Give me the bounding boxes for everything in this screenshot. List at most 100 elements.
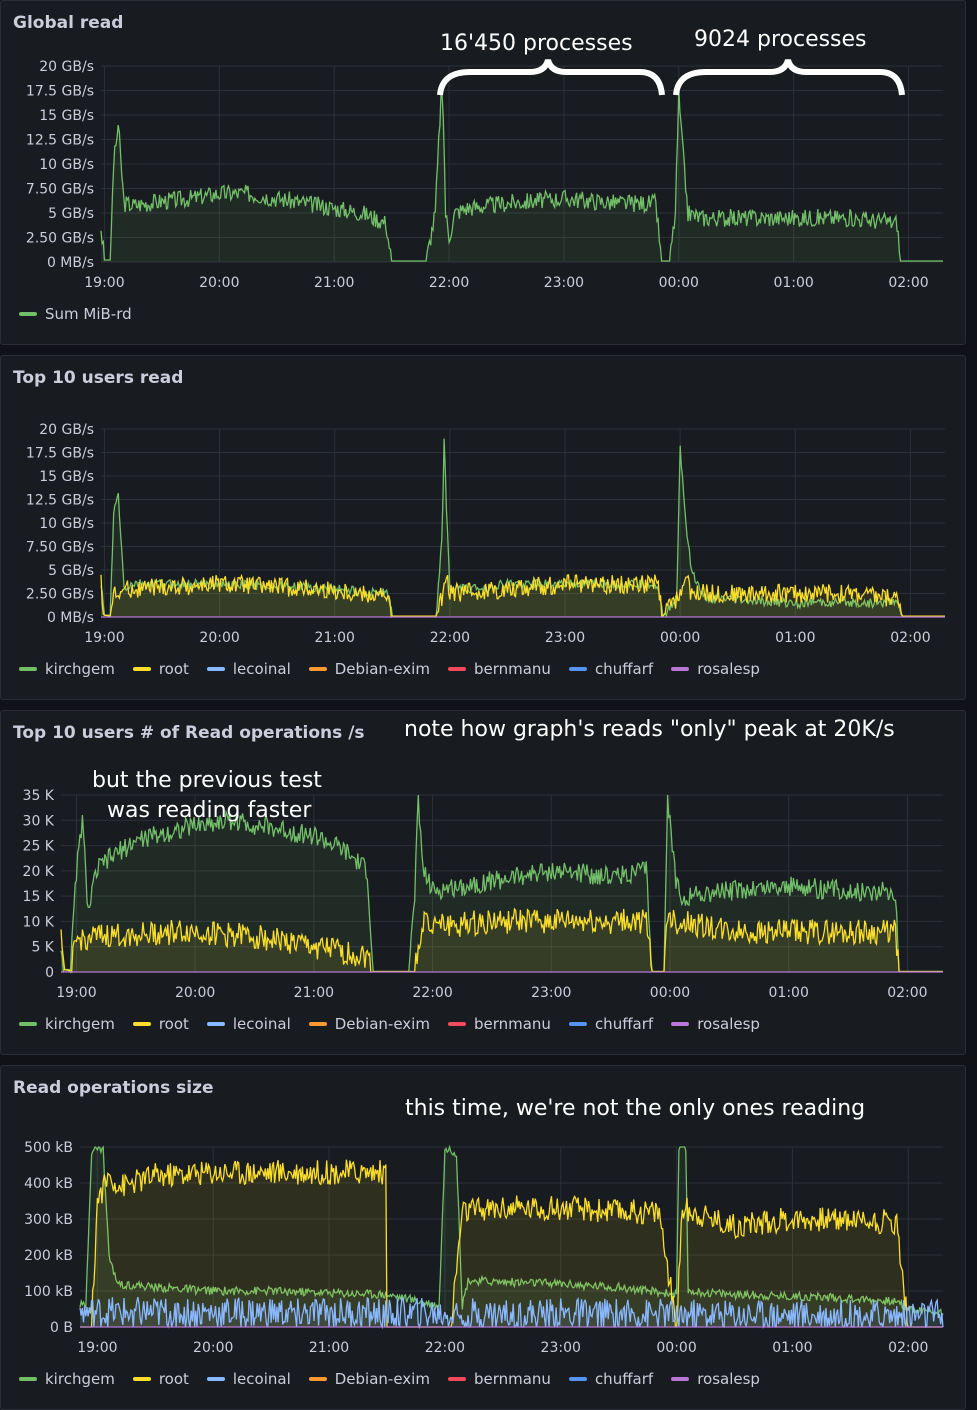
x-tick-label: 02:00 [890,630,930,646]
x-tick-label: 19:00 [84,275,124,291]
annotation-previous-line2: was reading faster [107,798,312,823]
legend-label: rosalesp [697,1015,760,1033]
legend-item-kirchgem[interactable]: kirchgem [19,1015,115,1033]
legend-swatch [19,667,37,671]
legend-label: bernmanu [473,1370,551,1388]
legend-item-Debian-exim[interactable]: Debian-exim [308,660,430,678]
x-tick-label: 20:00 [175,985,215,1001]
legend-label: root [158,1015,189,1033]
legend-label: lecoinal [232,1370,291,1388]
y-tick-label: 0 MB/s [47,255,94,271]
legend-item-bernmanu[interactable]: bernmanu [447,1015,551,1033]
y-tick-label: 2.50 GB/s [26,587,94,603]
panel-title: Top 10 users # of Read operations /s [13,723,365,743]
legend-item-Debian-exim[interactable]: Debian-exim [308,1370,430,1388]
legend-swatch [132,667,151,671]
legend-item-lecoinal[interactable]: lecoinal [206,1370,291,1388]
annotation-16450-processes: 16'450 processes [440,31,633,56]
legend-item-rosalesp[interactable]: rosalesp [671,1370,760,1388]
legend-swatch [206,667,225,671]
x-tick-label: 22:00 [425,1340,465,1356]
x-tick-label: 21:00 [314,275,354,291]
annotation-9024-processes: 9024 processes [694,27,867,52]
series-area-root [80,1159,943,1327]
legend-label: chuffarf [594,1015,654,1033]
panel-title: Global read [13,13,124,33]
legend-item-lecoinal[interactable]: lecoinal [206,1015,291,1033]
legend-item-kirchgem[interactable]: kirchgem [19,660,115,678]
legend-label: rosalesp [697,660,760,678]
legend-item-Debian-exim[interactable]: Debian-exim [308,1015,430,1033]
legend-label: Debian-exim [334,1370,430,1388]
y-tick-label: 0 [45,965,54,981]
y-tick-label: 17.5 GB/s [26,84,94,100]
panel-title: Read operations size [13,1078,214,1098]
series-area-root [61,908,943,972]
legend-item-rosalesp[interactable]: rosalesp [671,660,760,678]
legend-item-bernmanu[interactable]: bernmanu [447,1370,551,1388]
legend-label: kirchgem [45,1370,115,1388]
legend-swatch [568,1377,587,1381]
y-tick-label: 5 K [31,940,54,956]
legend-label: chuffarf [594,660,654,678]
y-tick-label: 5 GB/s [48,206,94,222]
x-tick-label: 00:00 [659,275,699,291]
y-tick-label: 0 B [50,1320,73,1336]
y-tick-label: 100 kB [24,1284,73,1300]
y-tick-label: 20 GB/s [39,59,94,75]
panel-title: Top 10 users read [13,368,184,388]
x-tick-label: 01:00 [769,985,809,1001]
legend-swatch [671,667,690,671]
legend-swatch [19,1377,37,1381]
legend-item-bernmanu[interactable]: bernmanu [447,660,551,678]
legend-label: chuffarf [594,1370,654,1388]
legend-item-chuffarf[interactable]: chuffarf [568,1015,654,1033]
y-tick-label: 12.5 GB/s [26,493,94,509]
chart-read-size: 0 B 100 kB 200 kB 300 kB 400 kB 500 kB 19:00 20… [24,1140,944,1356]
legend-item-root[interactable]: root [132,660,189,678]
legend-label: root [158,660,189,678]
legend-swatch [132,1377,151,1381]
legend-swatch [206,1377,225,1381]
legend: kirchgem root lecoinal Debian-exim bernmanu c… [19,1015,760,1033]
x-tick-label: 21:00 [309,1340,349,1356]
y-tick-label: 20 K [23,864,55,880]
legend-item-chuffarf[interactable]: chuffarf [568,1370,654,1388]
y-tick-label: 7.50 GB/s [26,540,94,556]
y-tick-label: 30 K [23,813,55,829]
legend-label: kirchgem [45,660,115,678]
x-tick-label: 22:00 [429,275,469,291]
y-tick-label: 7.50 GB/s [26,182,94,198]
panel-read-size: Read operations size 0 B 100 kB 200 kB 300 … [0,1065,966,1410]
series-area-Sum MiB-rd [101,88,943,262]
y-tick-label: 5 GB/s [48,563,94,579]
legend-swatch [132,1022,151,1026]
x-tick-label: 21:00 [315,630,355,646]
y-tick-label: 400 kB [24,1176,73,1192]
legend-swatch [568,1022,587,1026]
chart-top-users-read: 0 MB/s 2.50 GB/s 5 GB/s 7.50 GB/s 10 GB/s 12.… [26,422,945,646]
legend-label: Debian-exim [334,1015,430,1033]
x-tick-label: 19:00 [84,630,124,646]
legend-item-root[interactable]: root [132,1370,189,1388]
x-tick-label: 23:00 [545,630,585,646]
x-tick-label: 00:00 [650,985,690,1001]
legend-item-rosalesp[interactable]: rosalesp [671,1015,760,1033]
legend-item-lecoinal[interactable]: lecoinal [206,660,291,678]
legend-item-kirchgem[interactable]: kirchgem [19,1370,115,1388]
x-tick-label: 20:00 [199,630,239,646]
x-tick-label: 01:00 [772,1340,812,1356]
x-tick-label: 23:00 [541,1340,581,1356]
legend-label: lecoinal [232,660,291,678]
y-tick-label: 300 kB [24,1212,73,1228]
legend-item[interactable]: Sum MiB-rd [19,305,132,323]
annotation-previous-line1: but the previous test [92,768,322,793]
legend-item-root[interactable]: root [132,1015,189,1033]
series-line-kirchgem [60,794,943,975]
series-line-lecoinal [79,1296,944,1330]
annotation-not-only-ones: this time, we're not the only ones readi… [405,1096,866,1121]
x-tick-label: 23:00 [544,275,584,291]
legend-item-chuffarf[interactable]: chuffarf [568,660,654,678]
y-tick-label: 20 GB/s [39,422,94,438]
series-line-root [100,573,945,619]
